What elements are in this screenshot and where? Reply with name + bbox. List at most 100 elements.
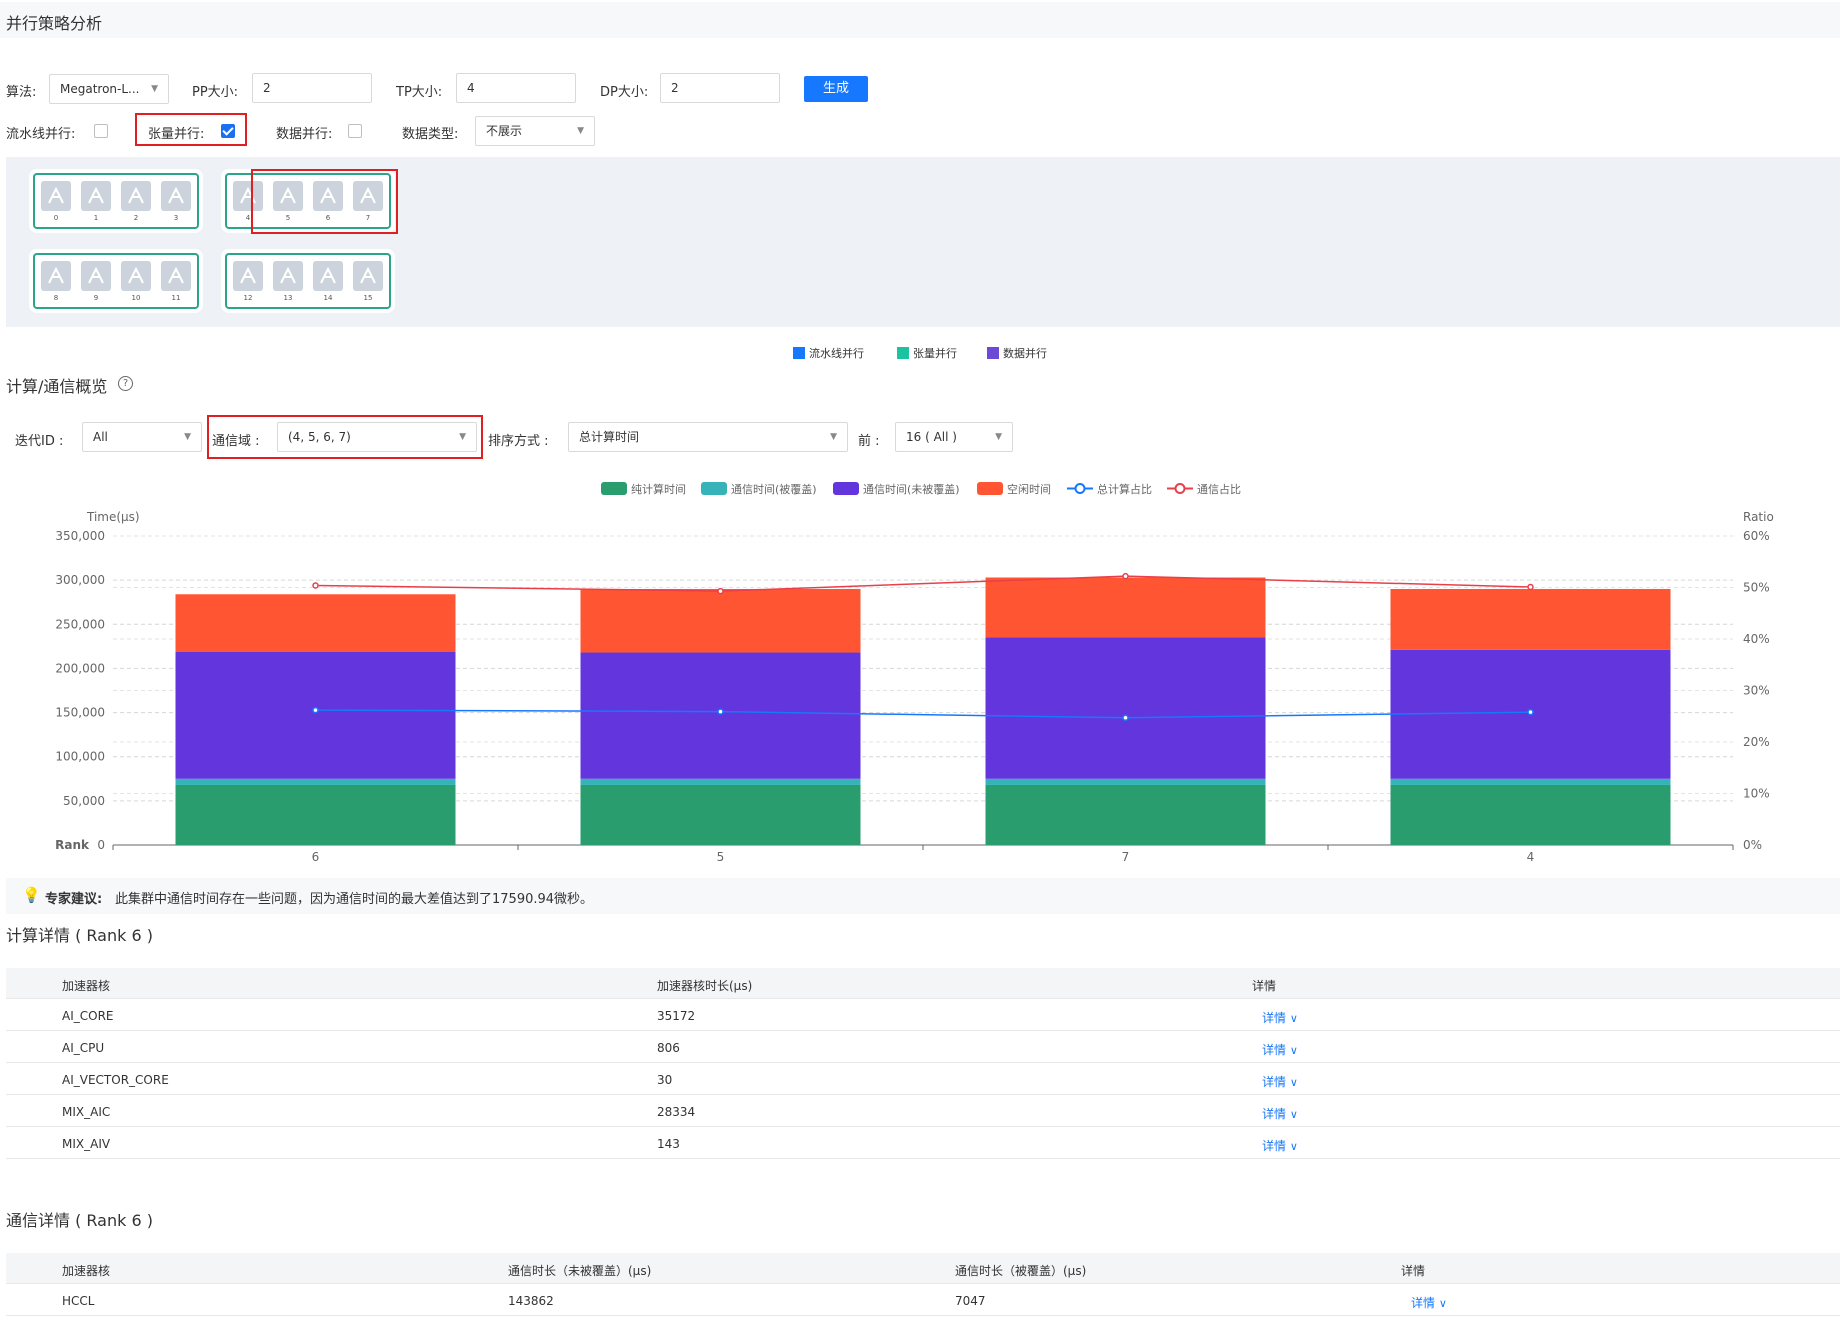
sort-label: 排序方式 : [488, 434, 549, 449]
y-tick-label: 150,000 [55, 706, 105, 720]
rank-number: 8 [53, 294, 59, 302]
chip-icon[interactable] [353, 261, 383, 291]
rank-number: 2 [133, 214, 139, 222]
rank-number: 5 [285, 214, 291, 222]
row-divider [6, 1094, 1840, 1095]
detail-link[interactable]: 详情 ∨ [1262, 1041, 1298, 1058]
chip-icon[interactable] [121, 261, 151, 291]
y-tick-label: 0 [97, 838, 105, 852]
chip-icon[interactable] [121, 181, 151, 211]
bar-segment [580, 588, 861, 653]
y-right-tick-label: 50% [1743, 581, 1770, 595]
chip-icon[interactable] [353, 181, 383, 211]
chip-icon[interactable] [41, 181, 71, 211]
rank-group-2[interactable]: 8 9 10 11 [33, 253, 199, 309]
rank-number: 4 [245, 214, 251, 222]
comm-title: 通信详情 ( Rank 6 ) [6, 1211, 153, 1230]
chart-legend-label: 纯计算时间 [631, 483, 686, 496]
chip-icon[interactable] [161, 261, 191, 291]
pipeline-parallel-label: 流水线并行: [6, 127, 76, 142]
lightbulb-icon: 💡 [22, 886, 41, 904]
chip-icon[interactable] [273, 261, 303, 291]
rank-number: 12 [243, 294, 253, 302]
chip-icon[interactable] [313, 261, 343, 291]
chip-icon[interactable] [81, 181, 111, 211]
detail-link[interactable]: 详情 ∨ [1262, 1137, 1298, 1154]
chevron-down-icon: ▼ [459, 432, 466, 442]
y-tick-label: 250,000 [55, 617, 105, 631]
iteration-value: All [93, 430, 108, 444]
question-circle-icon[interactable]: ? [118, 376, 133, 391]
comm-domain-value: (4, 5, 6, 7) [288, 430, 351, 444]
chip-icon[interactable] [81, 261, 111, 291]
chevron-down-icon: ▼ [577, 126, 584, 136]
tensor-parallel-checkbox[interactable] [221, 124, 235, 138]
data-parallel-label: 数据并行: [276, 127, 333, 142]
iteration-select[interactable]: All ▼ [82, 422, 202, 452]
sort-select[interactable]: 总计算时间 ▼ [568, 422, 848, 452]
chip-icon[interactable] [233, 261, 263, 291]
row-divider [6, 1315, 1840, 1316]
dtype-select[interactable]: 不展示 ▼ [475, 116, 595, 146]
algorithm-select[interactable]: Megatron-L... ▼ [49, 74, 169, 104]
dp-input[interactable]: 2 [660, 73, 780, 103]
dtype-label: 数据类型: [402, 127, 459, 142]
rank-group-3[interactable]: 12 13 14 15 [225, 253, 391, 309]
rank-number: 11 [171, 294, 181, 302]
detail-link-label: 详情 [1411, 1296, 1436, 1310]
x-axis-title: Rank [55, 838, 90, 852]
detail-link[interactable]: 详情 ∨ [1262, 1073, 1298, 1090]
row-divider [6, 1062, 1840, 1063]
chart-legend-swatch[interactable] [601, 482, 627, 495]
advice-text: 此集群中通信时间存在一些问题，因为通信时间的最大差值达到了17590.94微秒。 [115, 892, 594, 907]
chart-legend-swatch[interactable] [701, 482, 727, 495]
legend-swatch-tensor [897, 347, 909, 359]
chip-icon[interactable] [41, 261, 71, 291]
row-divider [6, 998, 1840, 999]
tp-label: TP大小: [396, 85, 443, 100]
rank-number: 13 [283, 294, 293, 302]
ratio-point [1527, 583, 1534, 591]
top-select[interactable]: 16 ( All ) ▼ [895, 422, 1013, 452]
detail-link-label: 详情 [1262, 1107, 1287, 1121]
detail-link[interactable]: 详情 ∨ [1411, 1294, 1447, 1311]
compute-cell-duration: 35172 [657, 1009, 696, 1023]
chart-legend-swatch[interactable] [977, 482, 1003, 495]
rank-group-0[interactable]: 0 1 2 3 [33, 173, 199, 229]
chip-icon[interactable] [161, 181, 191, 211]
compute-cell-core: MIX_AIC [62, 1105, 111, 1119]
chart-legend-swatch[interactable] [833, 482, 859, 495]
chevron-down-icon: ▼ [995, 432, 1002, 442]
detail-link[interactable]: 详情 ∨ [1262, 1009, 1298, 1026]
y-right-tick-label: 20% [1743, 735, 1770, 749]
ratio-point [1527, 708, 1534, 716]
bar-segment [1390, 588, 1671, 650]
iteration-label: 迭代ID : [15, 434, 64, 449]
tp-input[interactable]: 4 [456, 73, 576, 103]
bar-segment [175, 594, 456, 652]
chevron-down-icon: ∨ [1289, 1076, 1298, 1089]
legend-swatch-pipeline [793, 347, 805, 359]
dp-label: DP大小: [600, 85, 649, 100]
detail-link[interactable]: 详情 ∨ [1262, 1105, 1298, 1122]
legend-swatch-data [987, 347, 999, 359]
bar-segment [985, 637, 1266, 779]
rank-number: 7 [365, 214, 371, 222]
ratio-point [717, 708, 724, 715]
chart-legend-swatch[interactable] [1067, 482, 1093, 495]
row-divider [6, 1126, 1840, 1127]
pipeline-parallel-checkbox[interactable] [94, 124, 108, 138]
generate-button[interactable]: 生成 [804, 76, 868, 102]
detail-link-label: 详情 [1262, 1011, 1287, 1025]
data-parallel-checkbox[interactable] [348, 124, 362, 138]
pp-input[interactable]: 2 [252, 73, 372, 103]
comm-domain-select[interactable]: (4, 5, 6, 7) ▼ [277, 422, 477, 452]
chart-legend-swatch[interactable] [1167, 482, 1193, 495]
detail-link-label: 详情 [1262, 1139, 1287, 1153]
ratio-point [1122, 572, 1129, 580]
chip-icon[interactable] [313, 181, 343, 211]
chip-icon[interactable] [273, 181, 303, 211]
bar-segment [985, 778, 1266, 785]
bar-segment [985, 577, 1266, 638]
compute-header-core: 加速器核 [62, 979, 111, 993]
